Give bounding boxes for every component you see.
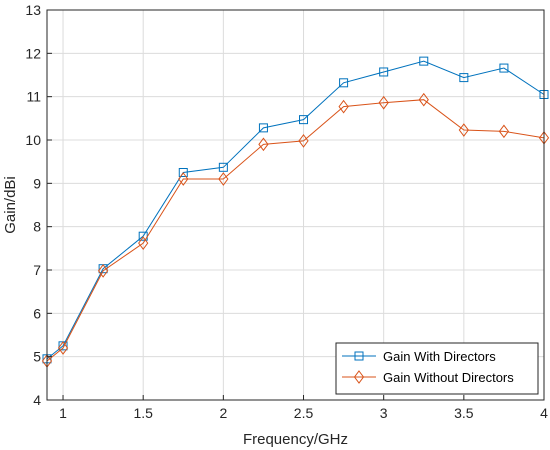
x-tick-label: 1: [59, 405, 67, 421]
data-point-series-1: [258, 123, 268, 133]
legend-box: [335, 342, 539, 395]
x-tick-label: 3.5: [454, 405, 474, 421]
data-point-series-2: [138, 236, 149, 250]
series-line-2: [46, 99, 545, 362]
data-point-series-1: [459, 73, 469, 83]
data-point-series-1: [178, 168, 188, 177]
y-tick-label: 4: [33, 392, 41, 408]
y-tick-label: 7: [33, 262, 41, 278]
y-tick-label: 13: [25, 2, 41, 18]
data-point-series-1: [339, 78, 349, 88]
data-point-series-2: [338, 99, 349, 114]
x-tick-label: 1.5: [133, 405, 153, 421]
x-tick-label: 4: [540, 405, 548, 421]
data-point-series-1: [299, 115, 309, 125]
data-point-series-2: [298, 134, 309, 148]
y-tick-label: 12: [25, 45, 41, 61]
x-axis-label: Frequency/GHz: [243, 431, 348, 448]
y-tick-label: 10: [25, 132, 41, 148]
data-point-series-1: [419, 56, 429, 66]
x-tick-label: 2: [219, 405, 227, 421]
data-point-series-1: [499, 63, 509, 73]
axis-ticks: [47, 9, 545, 401]
data-point-series-2: [258, 137, 269, 152]
y-tick-label: 5: [33, 349, 41, 365]
data-point-series-2: [57, 341, 69, 355]
legend: Gain With Directors Gain Without Director…: [335, 342, 539, 395]
series-line-1: [46, 60, 545, 360]
data-point-series-1: [218, 162, 228, 172]
data-point-series-2: [178, 172, 189, 186]
x-tick-label: 2.5: [294, 405, 314, 421]
y-tick-label: 6: [33, 305, 41, 321]
legend-entries: Gain With Directors Gain Without Director…: [342, 349, 514, 385]
legend-marker-2: [353, 370, 365, 384]
data-point-series-2: [498, 124, 510, 139]
plot-area-frame: [46, 9, 545, 401]
data-point-series-2: [218, 172, 229, 186]
data-point-series-2: [418, 92, 429, 107]
y-axis-label: Gain/dBi: [2, 176, 19, 234]
x-tick-label: 3: [380, 405, 388, 421]
plot-series: [41, 56, 550, 368]
legend-marker-1: [354, 351, 364, 361]
y-tick-label: 8: [33, 219, 41, 235]
axis-tick-labels: 1 1.5 2 2.5 3 3.5 4 4 5 6 7 8 9 10 11 12 13: [25, 2, 548, 421]
legend-label-2: Gain Without Directors: [383, 370, 514, 385]
grid-lines: [47, 9, 545, 401]
data-point-series-2: [458, 123, 469, 137]
legend-label-1: Gain With Directors: [383, 349, 496, 364]
y-tick-label: 11: [26, 89, 41, 105]
data-point-series-2: [378, 95, 389, 110]
data-point-series-1: [379, 67, 389, 77]
y-tick-label: 9: [33, 175, 41, 191]
data-point-series-2: [97, 264, 109, 278]
